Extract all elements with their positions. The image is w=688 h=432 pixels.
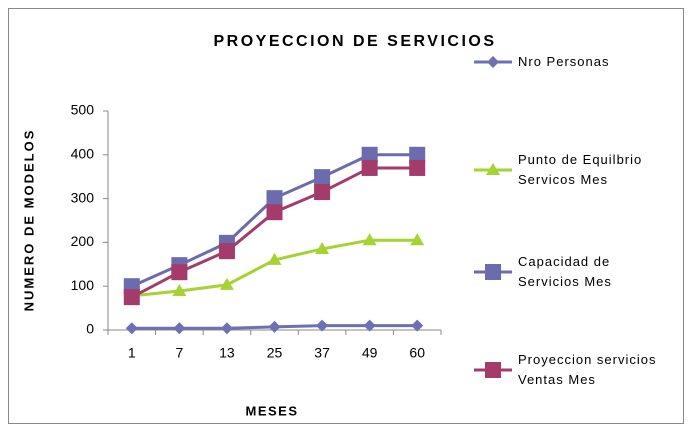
y-tick-label: 0 xyxy=(86,321,94,337)
point xyxy=(219,277,234,290)
point xyxy=(123,289,140,306)
point xyxy=(361,146,378,163)
y-tick-label: 400 xyxy=(71,146,95,162)
point xyxy=(220,322,233,335)
point xyxy=(409,159,426,176)
x-tick-label: 37 xyxy=(314,345,330,361)
point xyxy=(266,204,283,221)
point xyxy=(410,233,425,246)
point xyxy=(266,190,283,207)
point xyxy=(485,264,501,280)
point xyxy=(171,264,188,281)
x-tick-label: 1 xyxy=(128,345,136,361)
point xyxy=(268,320,281,333)
legend-label: Capacidad de Servicios Mes xyxy=(518,254,612,289)
point xyxy=(487,56,499,68)
x-axis-label: MESES xyxy=(245,403,298,418)
point xyxy=(316,319,329,332)
point xyxy=(485,362,501,378)
point xyxy=(486,163,500,175)
y-tick-label: 300 xyxy=(71,189,95,205)
x-tick-label: 25 xyxy=(267,345,283,361)
y-tick-label: 100 xyxy=(71,277,95,293)
legend-label: Nro Personas xyxy=(518,54,610,69)
chart-frame xyxy=(8,8,684,424)
y-tick-label: 500 xyxy=(71,102,95,118)
x-tick-label: 7 xyxy=(175,345,183,361)
point xyxy=(362,233,377,246)
legend-label: Proyeccion servicios Ventas Mes xyxy=(518,352,657,387)
point xyxy=(314,169,331,186)
y-axis-label: NUMERO DE MODELOS xyxy=(21,129,36,312)
point xyxy=(218,243,235,260)
x-tick-label: 49 xyxy=(362,345,378,361)
point xyxy=(267,252,282,265)
point xyxy=(173,322,186,335)
point xyxy=(125,322,138,335)
point xyxy=(361,159,378,176)
point xyxy=(409,146,426,163)
legend-label: Punto de Equilbrio Servicos Mes xyxy=(518,152,643,187)
point xyxy=(314,184,331,201)
point xyxy=(172,284,187,297)
chart-title: PROYECCION DE SERVICIOS xyxy=(213,33,496,50)
point xyxy=(315,241,330,254)
point xyxy=(363,319,376,332)
point xyxy=(411,319,424,332)
y-tick-label: 200 xyxy=(71,233,95,249)
x-tick-label: 13 xyxy=(219,345,235,361)
x-tick-label: 60 xyxy=(409,345,425,361)
